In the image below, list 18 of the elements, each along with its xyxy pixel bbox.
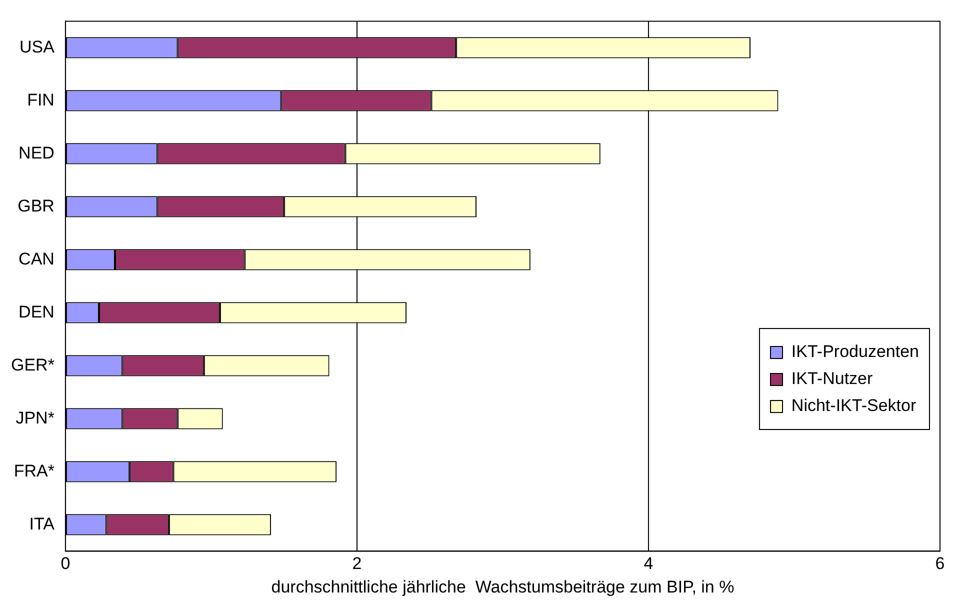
y-tick-label: FIN [27,90,54,110]
x-axis-title: durchschnittliche jährliche Wachstumsbeiträge zum BIP, in % [271,577,734,596]
y-tick-label: GBR [18,196,54,216]
legend-label: IKT-Produzenten [791,342,919,362]
y-tick-label: JPN* [16,408,55,428]
legend-label: Nicht-IKT-Sektor [791,396,916,416]
y-tick-label: FRA* [14,461,55,480]
y-tick-label: DEN [18,302,54,322]
x-tick-label: 0 [60,554,70,574]
y-tick-label: GER* [10,355,55,374]
y-tick-label: USA [19,37,56,56]
y-tick-label: NED [18,143,54,162]
y-tick-label: ITA [29,514,56,534]
x-tick-label: 4 [644,554,654,574]
x-tick-label: 6 [935,554,945,574]
y-tick-label: CAN [18,249,54,268]
legend-label: IKT-Nutzer [791,369,873,389]
x-tick-label: 2 [352,554,362,574]
